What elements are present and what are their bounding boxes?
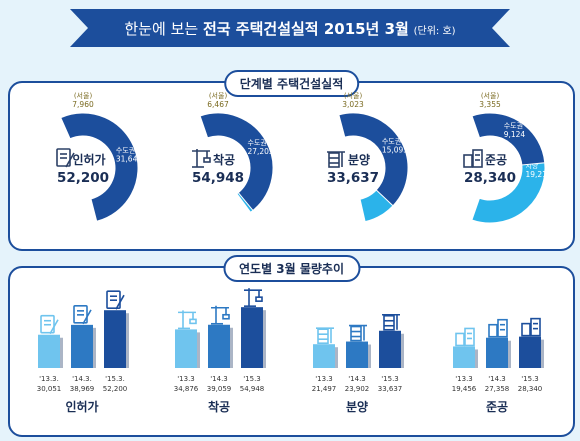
bar-panel: 연도별 3월 물량추이	[8, 255, 575, 437]
unit-label: (단위: 호)	[413, 26, 456, 37]
page-title: 한눈에 보는 전국 주택건설실적 2015년 3월 (단위: 호)	[88, 18, 492, 39]
bar-section-title: 연도별 3월 물량추이	[222, 255, 361, 282]
title-normal: 한눈에 보는	[124, 20, 203, 38]
title-bold: 전국 주택건설실적 2015년 3월	[202, 20, 409, 38]
donut-panel: 단계별 주택건설실적	[8, 70, 575, 251]
donut-section-title: 단계별 주택건설실적	[223, 70, 360, 97]
header-banner: 한눈에 보는 전국 주택건설실적 2015년 3월 (단위: 호)	[70, 9, 510, 47]
